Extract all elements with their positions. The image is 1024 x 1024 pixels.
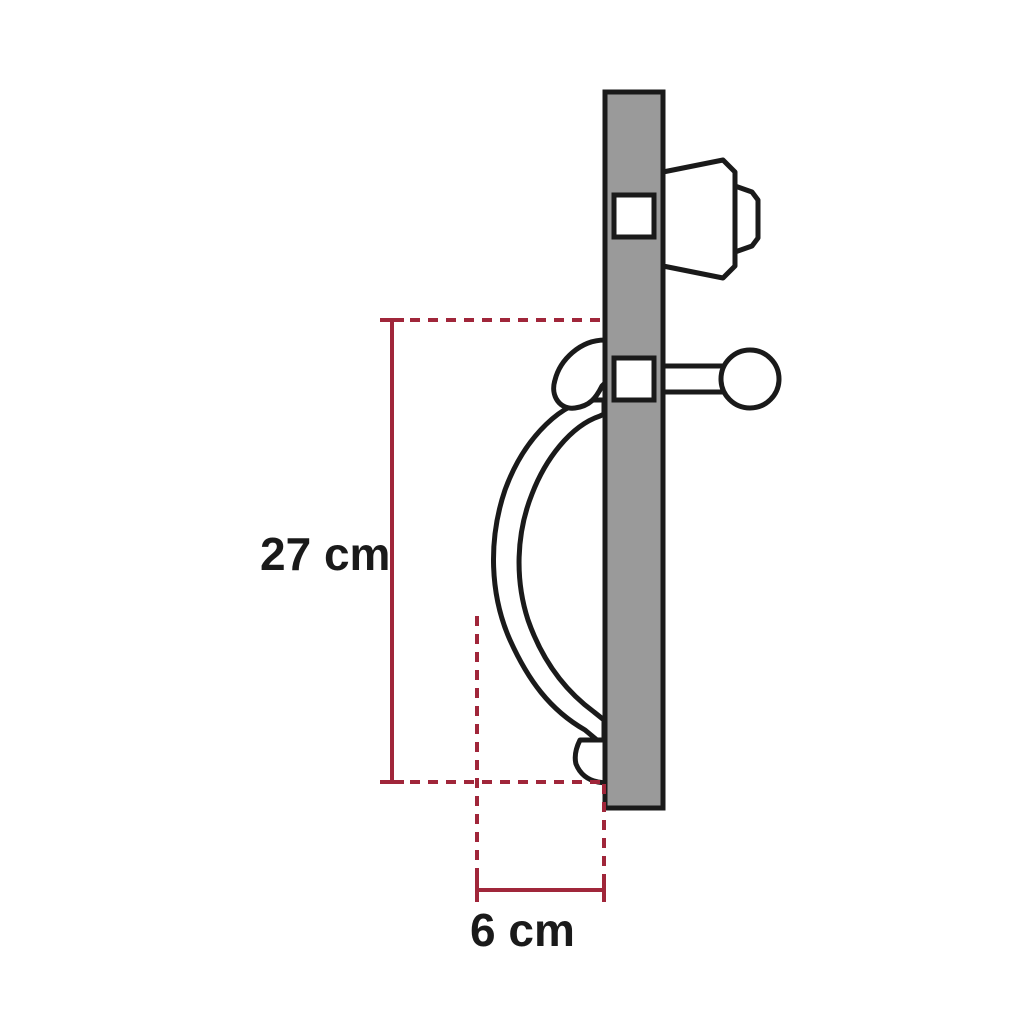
- dim-vertical-label: 27 cm: [260, 528, 390, 580]
- dim-horizontal-label: 6 cm: [470, 904, 575, 956]
